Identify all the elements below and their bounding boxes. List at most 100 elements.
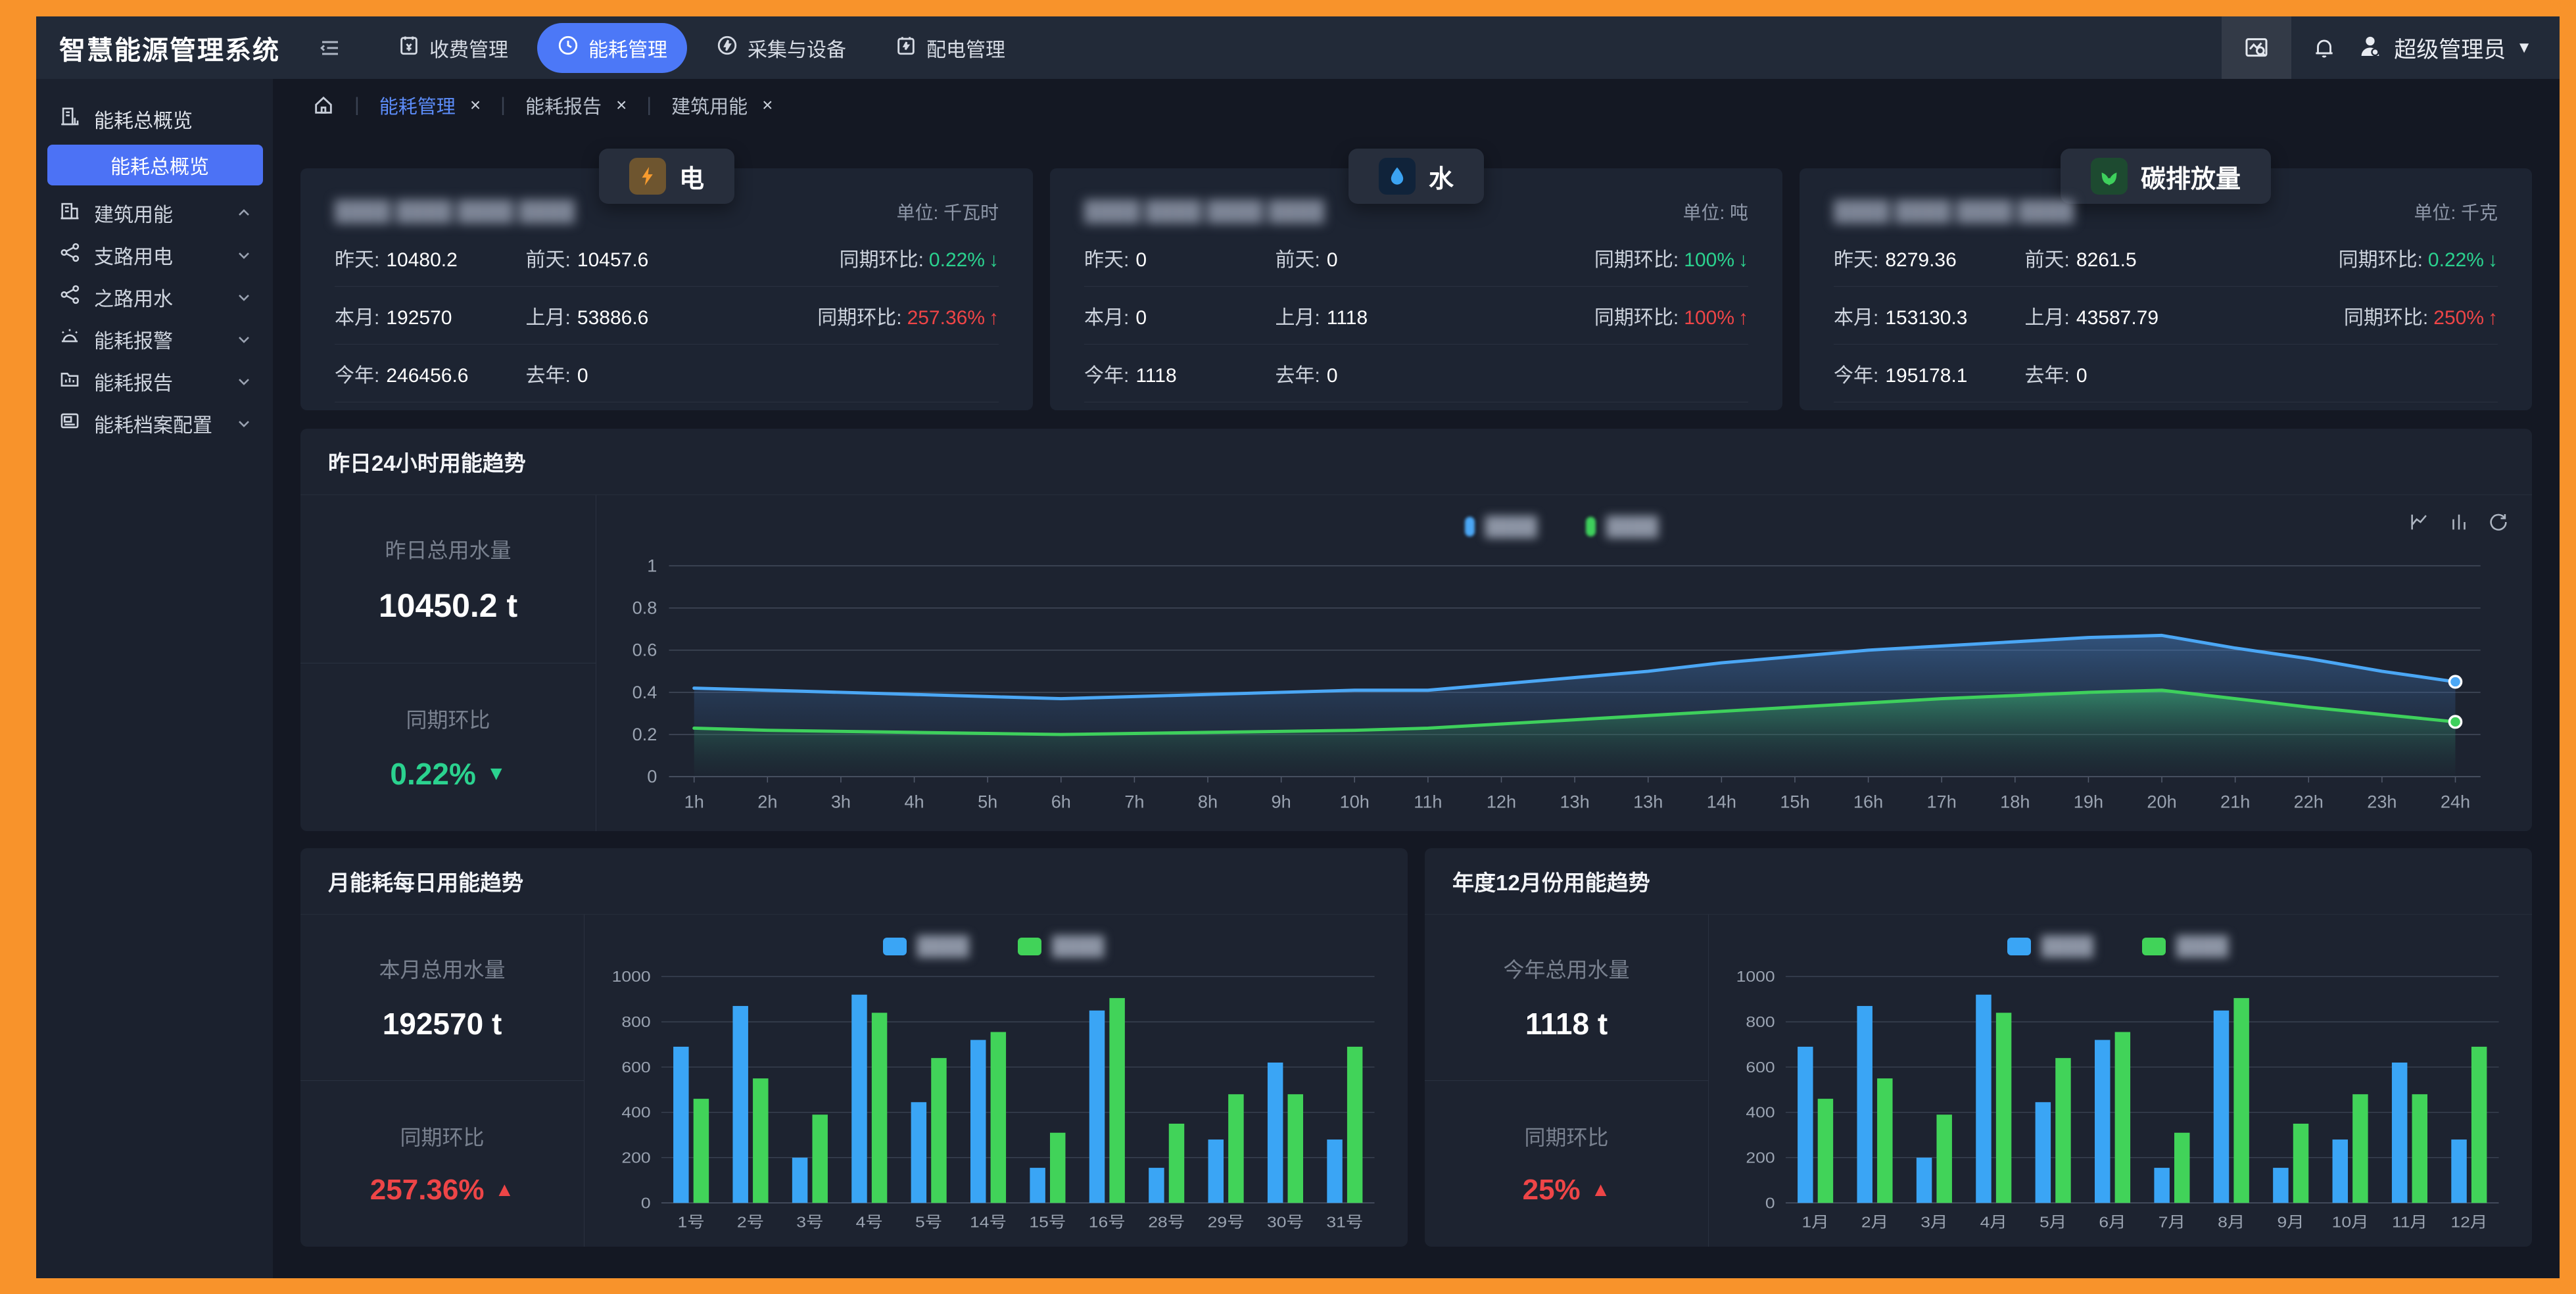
- summary-ratio: 同期环比 0.22% ▼: [300, 663, 596, 831]
- svg-text:16h: 16h: [1853, 792, 1883, 812]
- user-menu[interactable]: 超级管理员 ▼: [2357, 32, 2560, 64]
- svg-text:600: 600: [1746, 1059, 1775, 1076]
- sidebar-item-overview-active[interactable]: 能耗总概览: [47, 145, 263, 185]
- svg-text:0: 0: [1765, 1195, 1775, 1212]
- svg-text:0.4: 0.4: [632, 683, 657, 702]
- card-body: 本月总用水量 192570 t 同期环比 257.36% ▲: [300, 915, 1408, 1247]
- legend-item-blue[interactable]: ████: [1464, 516, 1537, 537]
- restore-icon[interactable]: [2487, 511, 2510, 533]
- shell: 能耗总概览 能耗总概览 建筑用能 支路用电 之路用水: [36, 79, 2560, 1278]
- power-box-icon: [895, 34, 917, 62]
- sidebar-group-overview[interactable]: 能耗总概览: [36, 97, 273, 141]
- stat-daybefore: 前天: 8261.5: [2024, 249, 2137, 271]
- legend-item-green[interactable]: ████: [2142, 936, 2228, 957]
- alarm-icon: [59, 325, 81, 353]
- svg-text:2月: 2月: [1861, 1214, 1888, 1231]
- stat-card-title: 电: [679, 165, 705, 193]
- sidebar-item-building-energy[interactable]: 建筑用能: [36, 192, 273, 234]
- redacted-company-name: ████ ████ ████ ████: [1084, 201, 1325, 222]
- sidebar-item-branch-electricity[interactable]: 支路用电: [36, 234, 273, 276]
- svg-text:3号: 3号: [796, 1214, 823, 1231]
- stat-row-day: 昨天: 10480.2 前天: 10457.6 同期环比: 0.22% ↓: [335, 229, 999, 287]
- tab-energy-mgmt[interactable]: 能耗管理 ×: [379, 91, 481, 119]
- svg-text:7月: 7月: [2159, 1214, 2185, 1231]
- summary-total: 今年总用水量 1118 t: [1425, 915, 1708, 1081]
- svg-text:17h: 17h: [1927, 792, 1957, 812]
- svg-text:800: 800: [621, 1015, 650, 1031]
- legend-label-redacted: ████: [2176, 936, 2229, 956]
- archive-doc-icon: [59, 410, 81, 437]
- clock-icon: [557, 34, 579, 62]
- navbar-right: 超级管理员 ▼: [2222, 16, 2560, 79]
- legend-marker: [1586, 517, 1596, 537]
- main-area: | 能耗管理 × | 能耗报告 × | 建筑用能 ×: [273, 79, 2560, 1278]
- stat-row-month: 本月: 192570 上月: 53886.6 同期环比: 257.36% ↑: [335, 287, 999, 345]
- card-header: 月能耗每日用能趋势: [300, 848, 1408, 915]
- legend-item-green[interactable]: ████: [1586, 516, 1658, 537]
- stat-yesterday: 昨天: 10480.2: [335, 249, 458, 271]
- monthly-bar-chart[interactable]: 0 200 400 600 800 1000 1号 2号 3号 4号 5号 14号 15号 16号 28号 2…: [598, 967, 1389, 1241]
- svg-text:2号: 2号: [737, 1214, 764, 1231]
- svg-text:0: 0: [641, 1195, 651, 1212]
- sidebar-collapse-icon[interactable]: [318, 36, 342, 60]
- tab-separator: |: [646, 94, 652, 116]
- yearly-bar-chart[interactable]: 0 200 400 600 800 1000 1月 2月 3月 4月 5月 6月 7月 8月 9月 10月 11…: [1722, 967, 2514, 1241]
- stat-lastmonth: 上月: 53886.6: [525, 306, 649, 329]
- sidebar-item-energy-report[interactable]: 能耗报告: [36, 360, 273, 402]
- nav-item-label: 能耗管理: [588, 39, 667, 61]
- nav-item-devices[interactable]: 采集与设备: [696, 23, 866, 73]
- svg-text:10月: 10月: [2332, 1214, 2369, 1231]
- stat-row-year: 今年: 1118 去年: 0: [1084, 345, 1748, 402]
- sidebar-item-branch-water[interactable]: 之路用水: [36, 276, 273, 318]
- triangle-down-icon: ▼: [486, 762, 506, 784]
- line-chart[interactable]: 0 0.2 0.4 0.6 0.8 1 1h 2h 3h 4h 5h 6h 7h 8h 9h 10h 11h 12…: [609, 548, 2514, 826]
- svg-text:15h: 15h: [1780, 792, 1809, 812]
- report-search-icon[interactable]: [2222, 16, 2292, 79]
- svg-text:600: 600: [621, 1059, 650, 1076]
- sidebar-item-archive-config[interactable]: 能耗档案配置: [36, 402, 273, 444]
- sidebar-active-label: 能耗总概览: [110, 156, 209, 178]
- sidebar-item-label: 能耗档案配置: [94, 415, 212, 437]
- svg-text:0: 0: [647, 767, 657, 786]
- branch-share-icon: [59, 283, 81, 311]
- bar-chart-icon[interactable]: [2448, 511, 2470, 533]
- legend-label-redacted: ████: [917, 936, 969, 956]
- svg-text:4月: 4月: [1980, 1214, 2007, 1231]
- card-title: 月能耗每日用能趋势: [328, 871, 523, 895]
- svg-text:9月: 9月: [2278, 1214, 2304, 1231]
- close-icon[interactable]: ×: [762, 95, 773, 115]
- line-chart-icon[interactable]: [2408, 511, 2431, 533]
- legend-item-green[interactable]: ████: [1018, 936, 1104, 957]
- unit-label: 单位: 千克: [2414, 203, 2498, 223]
- close-icon[interactable]: ×: [615, 95, 627, 115]
- svg-text:1月: 1月: [1801, 1214, 1828, 1231]
- close-icon[interactable]: ×: [469, 95, 481, 115]
- notifications-bell-icon[interactable]: [2291, 16, 2357, 79]
- svg-text:30号: 30号: [1267, 1214, 1304, 1231]
- card-title: 昨日24小时用能趋势: [328, 451, 526, 475]
- svg-text:0.8: 0.8: [632, 598, 657, 618]
- svg-text:400: 400: [621, 1105, 650, 1121]
- sidebar-item-energy-alarm[interactable]: 能耗报警: [36, 318, 273, 360]
- tab-energy-report[interactable]: 能耗报告 ×: [525, 91, 627, 119]
- stat-yesterday: 昨天: 8279.36: [1834, 249, 1957, 271]
- sidebar: 能耗总概览 能耗总概览 建筑用能 支路用电 之路用水: [36, 79, 273, 1278]
- nav-item-billing[interactable]: 收费管理: [378, 23, 528, 73]
- stat-ratio-day: 同期环比: 0.22% ↓: [839, 249, 999, 271]
- stat-card-carbon: 碳排放量 ████ ████ ████ ████ 单位: 千克 昨天: 8279.…: [1800, 149, 2532, 410]
- svg-text:15号: 15号: [1029, 1214, 1066, 1231]
- stat-row-month: 本月: 0 上月: 1118 同期环比: 100% ↑: [1084, 287, 1748, 345]
- stat-ratio-month: 同期环比: 250% ↑: [2343, 306, 2498, 329]
- legend-item-blue[interactable]: ████: [882, 936, 969, 957]
- legend-label-redacted: ████: [1485, 516, 1537, 537]
- nav-item-power-dist[interactable]: 配电管理: [875, 23, 1025, 73]
- svg-text:1000: 1000: [612, 969, 651, 986]
- nav-item-energy[interactable]: 能耗管理: [537, 22, 687, 73]
- home-icon[interactable]: [312, 94, 335, 116]
- legend-item-blue[interactable]: ████: [2007, 936, 2093, 957]
- summary-total: 昨日总用水量 10450.2 t: [300, 495, 596, 663]
- tab-building-energy[interactable]: 建筑用能 ×: [671, 91, 773, 119]
- svg-text:1: 1: [647, 556, 657, 576]
- user-avatar-icon: [2357, 33, 2383, 62]
